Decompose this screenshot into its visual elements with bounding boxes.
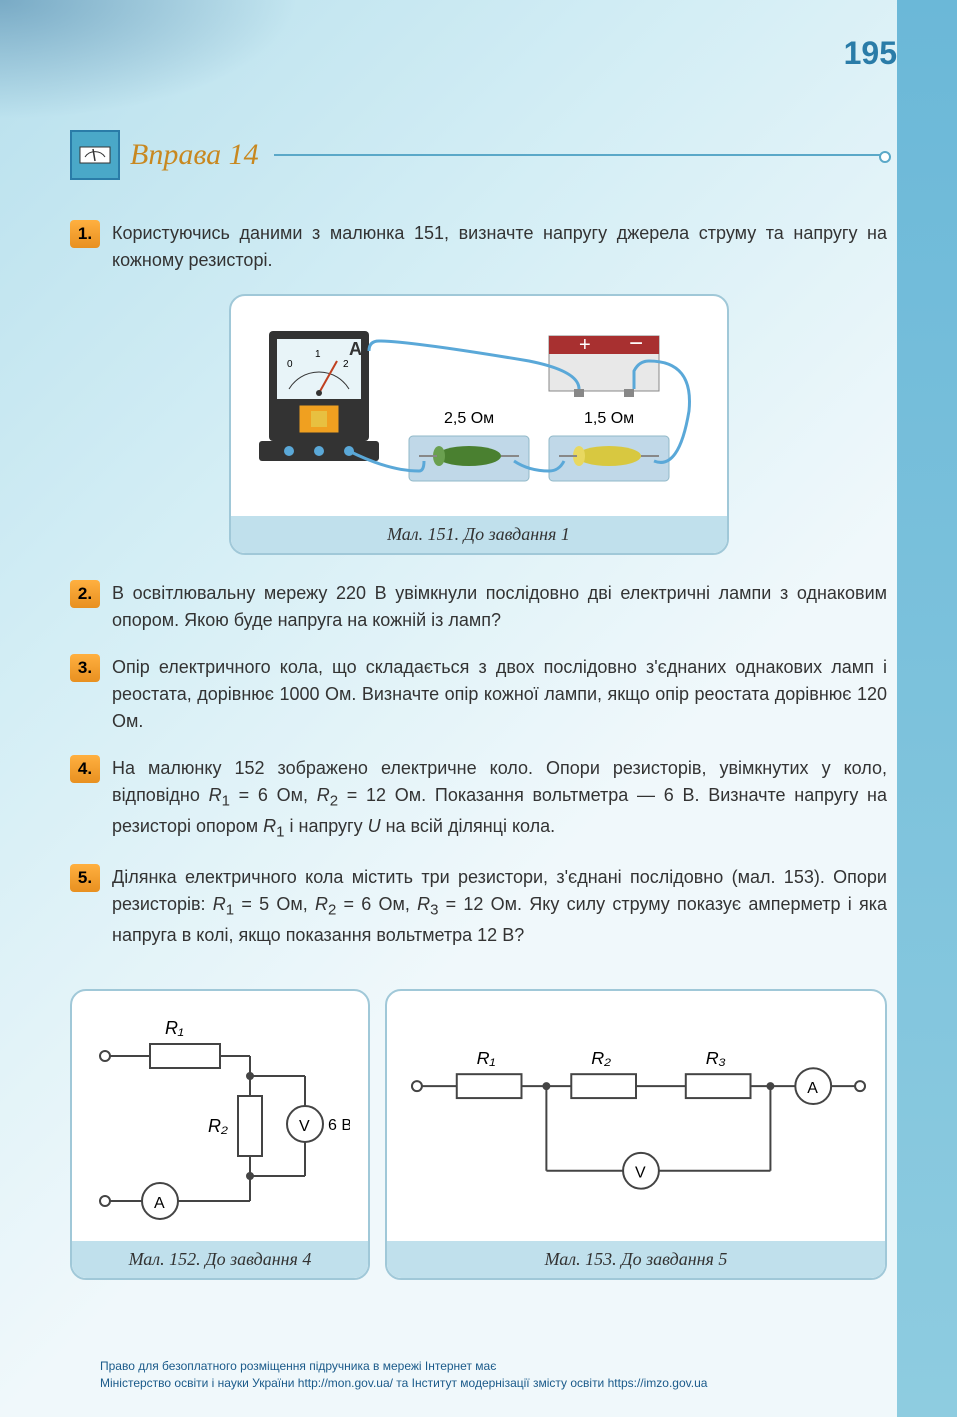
task-1: 1. Користуючись даними з малюнка 151, ви… [70,220,887,274]
circuit-152-svg: R₁ R₂ V A 6 В [90,1006,350,1226]
svg-text:1: 1 [315,349,321,360]
svg-text:R₁: R₁ [477,1049,496,1069]
exercise-header: Вправа 14 [70,130,887,180]
figure-151: A 0 1 2 + − [229,294,729,555]
figure-152: R₁ R₂ V A 6 В Мал. 152. До завдання 4 [70,989,370,1280]
svg-text:1,5 Ом: 1,5 Ом [584,410,634,427]
figure-row: R₁ R₂ V A 6 В Мал. 152. До завдання 4 [70,969,887,1305]
exercise-title: Вправа 14 [130,138,259,172]
footer-line1: Право для безоплатного розміщення підруч… [100,1359,496,1373]
svg-text:R₃: R₃ [706,1049,726,1069]
svg-text:V: V [635,1165,646,1182]
svg-text:0: 0 [287,359,293,370]
svg-text:A: A [154,1195,165,1212]
circuit-151-svg: A 0 1 2 + − [249,311,709,501]
footer-copyright: Право для безоплатного розміщення підруч… [100,1358,857,1392]
task-4: 4. На малюнку 152 зображено електричне к… [70,755,887,844]
figure-152-caption: Мал. 152. До завдання 4 [72,1241,368,1278]
task-number: 2. [70,580,100,608]
exercise-icon [70,130,120,180]
svg-text:R₂: R₂ [591,1049,611,1069]
task-2: 2. В освітлювальну мережу 220 В увімкнул… [70,580,887,634]
header-line [274,154,887,156]
figure-153-caption: Мал. 153. До завдання 5 [387,1241,885,1278]
task-number: 5. [70,864,100,892]
task-3: 3. Опір електричного кола, що складаєтьс… [70,654,887,735]
task-text: На малюнку 152 зображено електричне коло… [112,755,887,844]
svg-text:R₁: R₁ [165,1018,184,1038]
task-text: В освітлювальну мережу 220 В увімкнули п… [112,580,887,634]
figure-151-caption: Мал. 151. До завдання 1 [231,516,727,553]
task-number: 1. [70,220,100,248]
figure-153: R₁ R₂ R₃ A V Мал. 153. До завдання 5 [385,989,887,1280]
task-number: 3. [70,654,100,682]
page-content: Вправа 14 1. Користуючись даними з малюн… [70,130,887,1305]
svg-text:−: − [629,330,643,357]
circuit-153-svg: R₁ R₂ R₃ A V [402,1006,870,1226]
page-number: 195 [844,35,897,72]
svg-text:2,5 Ом: 2,5 Ом [444,410,494,427]
svg-text:R₂: R₂ [208,1116,228,1136]
svg-text:6 В: 6 В [328,1117,350,1134]
task-5: 5. Ділянка електричного кола містить три… [70,864,887,949]
svg-text:2: 2 [343,359,349,370]
task-text: Опір електричного кола, що складається з… [112,654,887,735]
task-text: Ділянка електричного кола містить три ре… [112,864,887,949]
svg-text:A: A [807,1080,818,1097]
background-decoration-right [897,0,957,1417]
svg-text:A: A [349,339,362,359]
svg-text:+: + [579,334,591,356]
task-number: 4. [70,755,100,783]
background-decoration-top [0,0,300,120]
task-text: Користуючись даними з малюнка 151, визна… [112,220,887,274]
svg-text:V: V [299,1118,310,1135]
footer-line2: Міністерство освіти і науки України http… [100,1376,707,1390]
